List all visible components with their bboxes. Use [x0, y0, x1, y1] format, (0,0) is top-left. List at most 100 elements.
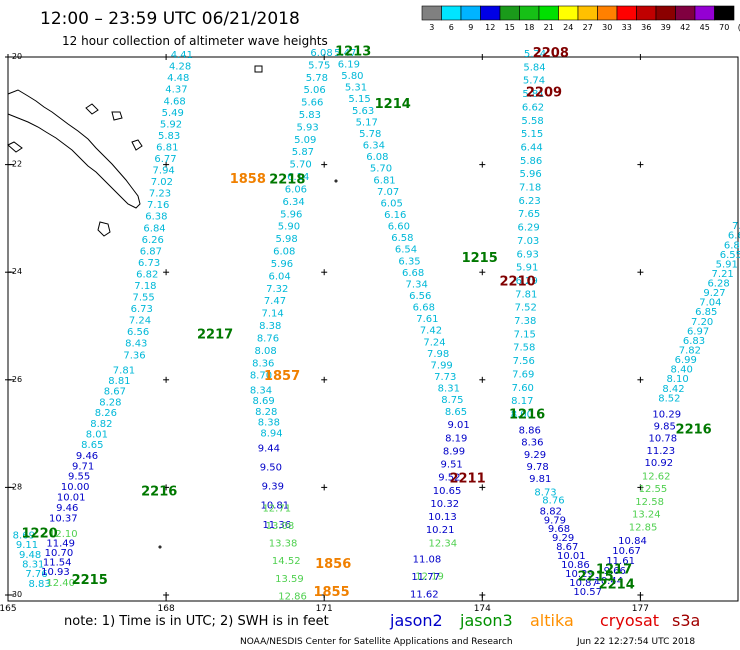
wave-height-value: 5.83: [158, 131, 180, 142]
wave-height-value: 7.99: [431, 360, 453, 371]
colorbar-swatch: [499, 5, 520, 21]
wave-height-value: 7.36: [123, 350, 145, 361]
wave-height-value: 9.85: [654, 422, 676, 433]
wave-height-value: 6.97: [687, 326, 709, 337]
wave-height-value: 6.08: [310, 48, 332, 59]
wave-height-value: 13.59: [275, 574, 304, 585]
pass-time-label: 2210: [500, 275, 536, 290]
lon-label: 171: [316, 604, 333, 614]
wave-height-value: 8.86: [519, 426, 541, 437]
wave-height-value: 5.93: [296, 122, 318, 133]
colorbar-tick-label: 30: [602, 23, 612, 32]
wave-height-value: 5.15: [348, 94, 370, 105]
wave-height-value: 7.15: [514, 329, 536, 340]
wave-height-value: 7.21: [712, 269, 734, 280]
wave-height-value: 5.78: [359, 129, 381, 140]
footer-timestamp: Jun 22 12:27:54 UTC 2018: [576, 637, 695, 647]
legend-jason2: jason2: [389, 611, 443, 630]
wave-height-value: 5.06: [303, 85, 325, 96]
wave-height-value: 8.36: [521, 438, 543, 449]
colorbar-swatch: [519, 5, 540, 21]
colorbar-tick-label: 70: [719, 23, 729, 32]
wave-height-value: 9.68: [548, 524, 570, 535]
colorbar-swatch: [616, 5, 637, 21]
wave-height-value: 6.38: [145, 212, 167, 223]
wave-height-value: 5.31: [345, 83, 367, 94]
wave-height-value: 10.00: [61, 482, 90, 493]
wave-height-value: 7.73: [434, 372, 456, 383]
wave-height-value: 5.83: [299, 110, 321, 121]
wave-height-value: 5.15: [521, 129, 543, 140]
wave-height-value: 8.83: [28, 579, 50, 590]
wave-height-value: 8.31: [22, 560, 44, 571]
wave-height-value: 8.38: [258, 418, 280, 429]
wave-height-value: 8.17: [511, 396, 533, 407]
map-frame: [7, 56, 739, 602]
wave-height-value: 7.81: [515, 289, 537, 300]
wave-height-value: 5.66: [301, 98, 323, 109]
wave-height-value: 5.47: [334, 48, 356, 59]
wave-height-value: 5.58: [521, 116, 543, 127]
wave-height-value: 11.54: [43, 558, 72, 569]
wave-height-value: 12.40: [46, 578, 75, 589]
colorbar-swatch: [558, 5, 579, 21]
wave-height-value: 5.98: [275, 234, 297, 245]
wave-height-value: 6.68: [413, 303, 435, 314]
wave-height-value: 9.78: [527, 462, 549, 473]
wave-height-value: 7.20: [691, 317, 713, 328]
wave-height-value: 9.66: [604, 566, 626, 577]
wave-height-value: 12.10: [49, 529, 78, 540]
pass-time-label: 1858: [230, 172, 266, 187]
colorbar-swatch: [538, 5, 559, 21]
wave-height-value: 6.82: [136, 269, 158, 280]
wave-height-value: 4.28: [169, 62, 191, 73]
pass-time-label: 2216: [141, 484, 177, 499]
wave-height-value: 7.23: [149, 189, 171, 200]
wave-height-value: 5.09: [294, 135, 316, 146]
colorbar-tick-label: 24: [563, 23, 573, 32]
wave-height-value: 6.60: [388, 222, 410, 233]
pass-time-label: 2218: [269, 172, 305, 187]
wave-height-value: 13.38: [269, 539, 298, 550]
pass-time-label: 2215: [72, 573, 108, 588]
wave-height-value: 8.67: [104, 387, 126, 398]
pass-time-label: 1856: [315, 557, 351, 572]
wave-height-value: 6.26: [142, 235, 164, 246]
wave-height-value: 8.52: [658, 393, 680, 404]
wave-height-value: 7.24: [129, 316, 151, 327]
wave-height-value: 6.84: [724, 240, 740, 251]
wave-height-value: 6.83: [683, 336, 705, 347]
wave-height-value: 8.08: [254, 346, 276, 357]
wave-height-value: 9.44: [258, 443, 280, 454]
pass-time-label: 1215: [462, 251, 498, 266]
wave-height-value: 8.76: [542, 496, 564, 507]
wave-height-value: 8.42: [662, 384, 684, 395]
pass-time-label: 2215: [578, 569, 614, 584]
wave-height-value: 7.81: [113, 365, 135, 376]
page-title: 12:00 – 23:59 UTC 06/21/2018: [40, 9, 300, 29]
wave-height-value: 14.52: [272, 556, 301, 567]
wave-height-value: 10.57: [573, 587, 602, 598]
wave-height-value: 7.16: [147, 200, 169, 211]
pass-time-label: 1214: [375, 97, 411, 112]
wave-height-value: 6.14: [287, 172, 309, 183]
wave-height-value: 6.16: [384, 210, 406, 221]
wave-height-value: 9.71: [72, 461, 94, 472]
wave-height-value: 10.37: [49, 513, 78, 524]
pass-time-label: 2211: [449, 472, 485, 487]
colorbar-tick-label: 12: [485, 23, 495, 32]
wave-height-value: 7.03: [517, 236, 539, 247]
lat-label: -26: [9, 375, 22, 384]
wave-height-value: 6.23: [518, 196, 540, 207]
colorbar-swatch: [421, 5, 442, 21]
wave-height-value: 9.51: [441, 460, 463, 471]
colorbar-tick-label: 39: [661, 23, 671, 32]
wave-height-value: 9.55: [68, 472, 90, 483]
pass-time-label: 1217: [596, 562, 632, 577]
wave-height-value: 8.65: [81, 440, 103, 451]
wave-height-value: 7.34: [406, 279, 428, 290]
colorbar-swatch: [655, 5, 676, 21]
colorbar-tick-label: 27: [583, 23, 593, 32]
wave-height-value: 5.84: [523, 62, 545, 73]
